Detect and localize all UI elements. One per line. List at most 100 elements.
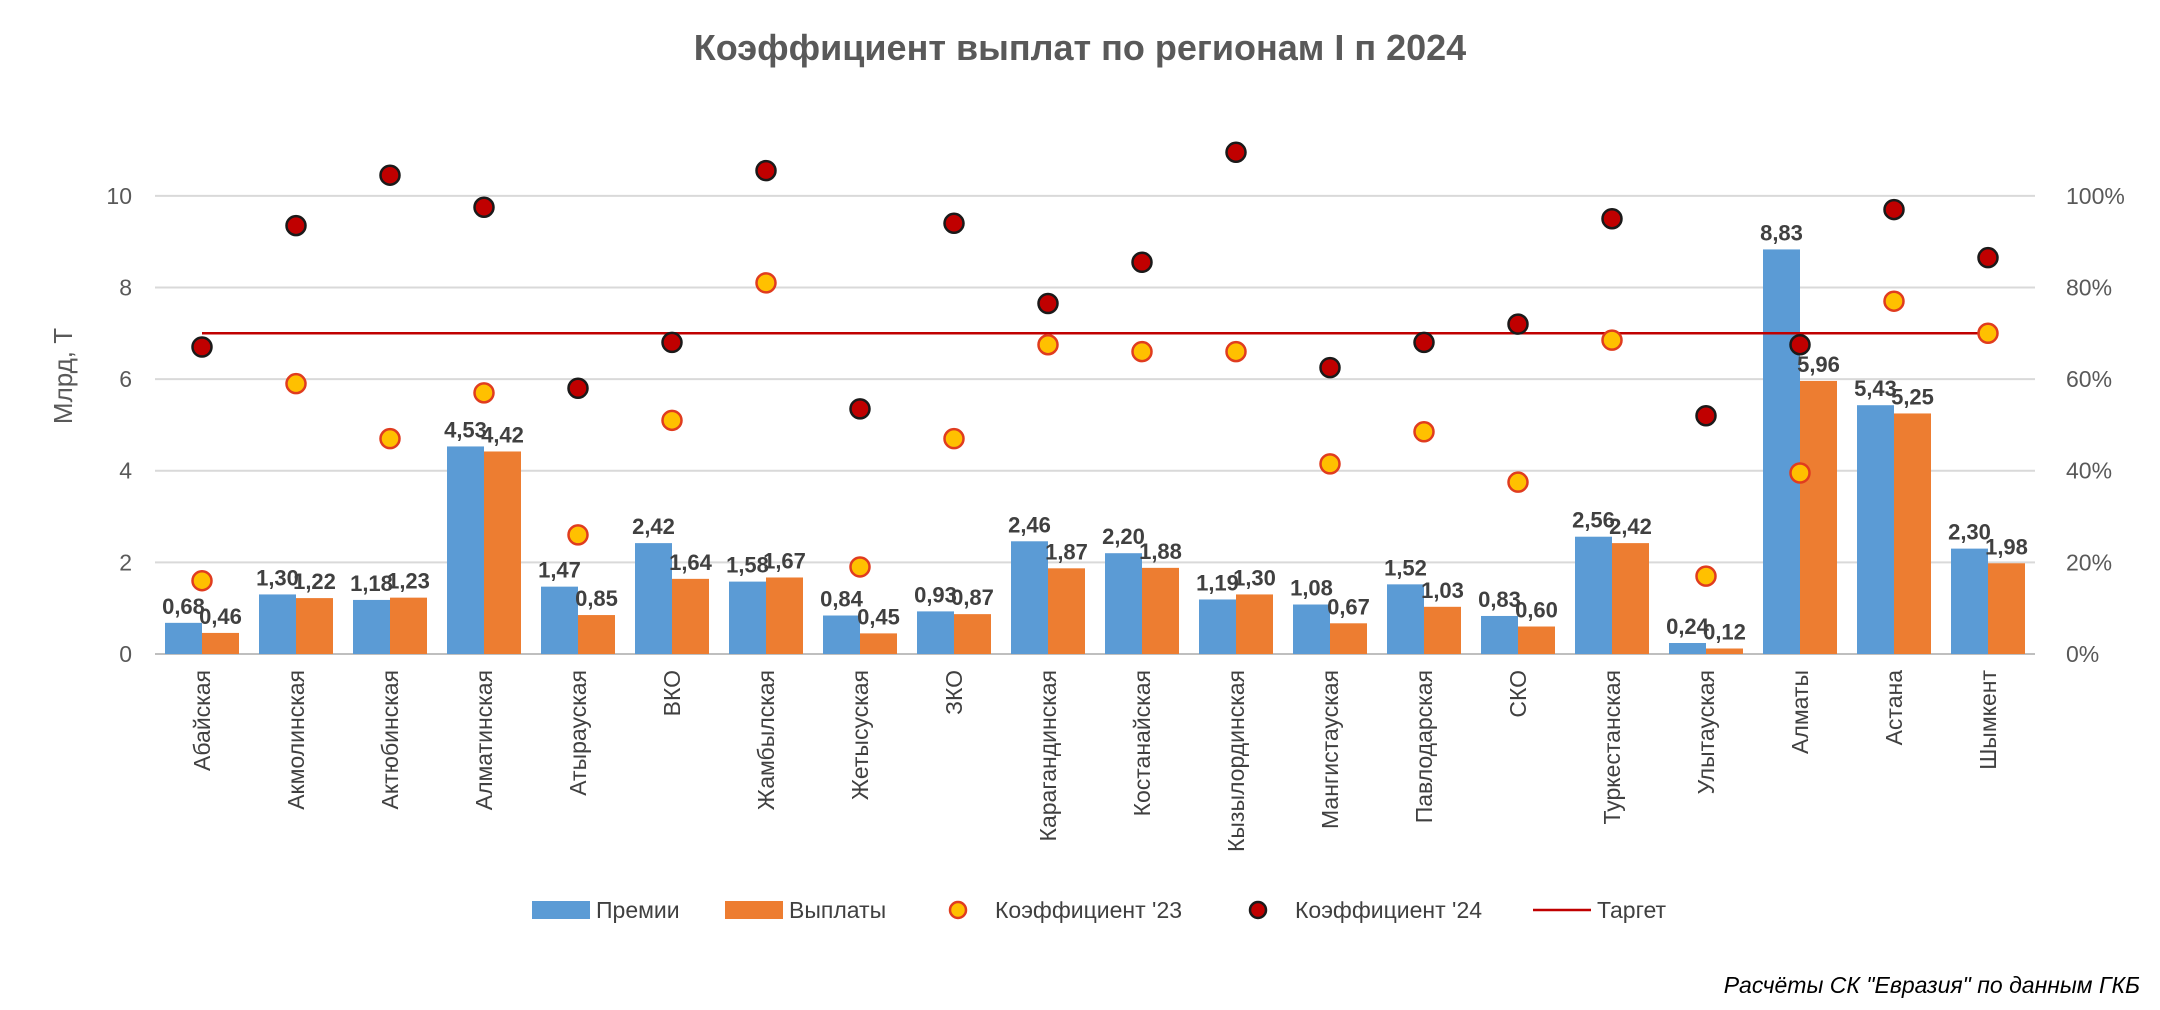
point-Коэффициент '23 <box>1037 333 1059 356</box>
data-label: 4,42 <box>481 422 524 447</box>
bar-Премии <box>1387 584 1424 654</box>
bar-Выплаты <box>202 632 239 654</box>
point-Коэффициент '24 <box>849 398 871 420</box>
y-axis-right: 0% 20% 40% 60% 80% 100% <box>2066 183 2125 667</box>
bar-Выплаты <box>672 578 709 654</box>
bar-Выплаты <box>1142 567 1179 654</box>
point-Коэффициент '24 <box>943 212 965 235</box>
y-tick-label: 6 <box>119 366 132 392</box>
point-Коэффициент '24 <box>1601 207 1623 230</box>
legend-label: Коэффициент '24 <box>1295 897 1482 923</box>
data-label: 5,43 <box>1854 376 1897 401</box>
y2-tick-label: 40% <box>2066 458 2112 484</box>
bar-Выплаты <box>1424 606 1461 654</box>
bar-Премии <box>447 446 484 654</box>
data-label: 1,18 <box>350 571 393 596</box>
x-category-label: Актюбинская <box>377 670 403 809</box>
bar-Выплаты <box>1800 380 1837 654</box>
point-Коэффициент '24 <box>1319 356 1341 379</box>
point-Коэффициент '24 <box>1037 292 1059 315</box>
point-Коэффициент '24 <box>379 164 401 186</box>
data-label: 2,42 <box>1609 514 1652 539</box>
point-Коэффициент '23 <box>473 382 495 404</box>
data-label: 2,42 <box>632 514 675 539</box>
data-label: 0,24 <box>1666 614 1710 639</box>
y-tick-label: 8 <box>119 274 132 300</box>
bar-Премии <box>353 599 390 654</box>
y2-tick-label: 80% <box>2066 274 2112 300</box>
data-label: 1,88 <box>1139 539 1182 564</box>
y-tick-label: 4 <box>119 458 132 484</box>
x-category-label: Астана <box>1881 670 1907 746</box>
point-Коэффициент '23 <box>1601 329 1623 351</box>
bar-Выплаты <box>390 597 427 654</box>
data-label: 2,30 <box>1948 520 1991 545</box>
x-category-label: Туркестанская <box>1599 670 1625 825</box>
data-label: 1,47 <box>538 558 581 583</box>
x-category-label: Атырауская <box>565 670 591 796</box>
bar-Премии <box>259 594 296 654</box>
point-Коэффициент '23 <box>1789 462 1811 484</box>
bar-Премии <box>1669 643 1706 654</box>
data-label: 1,22 <box>293 569 336 594</box>
point-Коэффициент '24 <box>1789 333 1811 356</box>
point-Коэффициент '24 <box>567 377 589 400</box>
legend: Премии Выплаты Коэффициент '23 Коэффициент … <box>532 897 1667 923</box>
data-label: 0,45 <box>857 604 900 629</box>
legend-swatch <box>532 901 590 919</box>
x-category-label: Мангистауская <box>1317 670 1343 829</box>
x-category-label: Костанайская <box>1129 670 1155 816</box>
bar-Выплаты <box>860 633 897 654</box>
point-Коэффициент '23 <box>1319 453 1341 475</box>
x-category-label: Алматы <box>1787 670 1813 754</box>
bar-Премии <box>1951 548 1988 654</box>
bar-Премии <box>165 622 202 654</box>
legend-marker <box>1248 900 1268 920</box>
data-label: 1,52 <box>1384 555 1427 580</box>
bar-Премии <box>1105 553 1142 654</box>
data-label: 1,03 <box>1421 578 1464 603</box>
x-category-label: Акмолинская <box>283 670 309 810</box>
point-Коэффициент '24 <box>285 214 307 237</box>
y2-tick-label: 60% <box>2066 366 2112 392</box>
point-Коэффициент '24 <box>1413 331 1435 354</box>
data-label: 0,83 <box>1478 587 1521 612</box>
bar-Выплаты <box>484 451 521 654</box>
data-label: 0,68 <box>162 594 205 619</box>
bar-Премии <box>729 581 766 654</box>
x-category-label: Кызылординская <box>1223 670 1249 852</box>
bar-Выплаты <box>1612 543 1649 654</box>
point-Коэффициент '24 <box>1977 246 1999 269</box>
legend-label: Коэффициент '23 <box>995 897 1182 923</box>
data-label: 0,60 <box>1515 598 1558 623</box>
point-Коэффициент '23 <box>1507 471 1529 493</box>
data-label: 5,25 <box>1891 384 1934 409</box>
data-label: 1,98 <box>1985 534 2028 559</box>
legend-label: Выплаты <box>789 897 886 923</box>
data-label: 2,56 <box>1572 508 1615 533</box>
gridlines <box>155 194 2035 655</box>
point-Коэффициент '23 <box>1883 290 1905 312</box>
bar-Премии <box>1481 615 1518 654</box>
legend-label: Таргет <box>1597 897 1667 923</box>
bar-Премии <box>635 543 672 654</box>
point-Коэффициент '23 <box>661 409 683 432</box>
bar-Премии <box>1763 249 1800 654</box>
bar-Выплаты <box>1518 626 1555 654</box>
bar-Выплаты <box>296 598 333 654</box>
bar-Выплаты <box>1048 568 1085 654</box>
scatter-layer <box>191 141 1999 592</box>
point-Коэффициент '23 <box>1695 565 1717 587</box>
point-Коэффициент '23 <box>1225 340 1247 363</box>
y-tick-label: 10 <box>106 183 132 209</box>
bar-Выплаты <box>578 615 615 654</box>
source-note: Расчёты СК "Евразия" по данным ГКБ <box>1724 972 2140 998</box>
data-label: 4,53 <box>444 417 487 442</box>
x-category-label: Шымкент <box>1975 670 2001 770</box>
point-Коэффициент '23 <box>191 569 213 592</box>
y2-tick-label: 20% <box>2066 549 2112 575</box>
point-Коэффициент '23 <box>379 427 401 450</box>
bar-Выплаты <box>954 614 991 654</box>
point-Коэффициент '24 <box>1695 404 1717 427</box>
x-category-label: Жетысуская <box>847 670 873 800</box>
